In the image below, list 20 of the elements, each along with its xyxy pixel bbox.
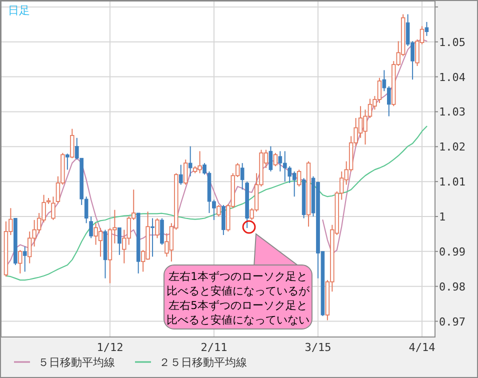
- annotation: 左右1本ずつのローソク足と: [168, 270, 308, 283]
- x-tick-label: 4/14: [408, 341, 436, 354]
- legend-label: ２５日移動平均線: [159, 356, 247, 369]
- y-tick-label: 1.03: [439, 106, 466, 119]
- annotation: 比べると安値になっていない: [166, 314, 310, 326]
- x-tick-label: 2/11: [200, 341, 228, 354]
- y-tick-label: 1: [439, 210, 446, 224]
- x-tick-label: 1/12: [96, 341, 124, 354]
- chart-title: 日足: [8, 4, 30, 17]
- y-tick-label: 1.05: [439, 36, 466, 49]
- y-tick-label: 1.02: [439, 140, 466, 154]
- legend-label: ５日移動平均線: [38, 356, 115, 369]
- y-tick-label: 0.98: [439, 280, 466, 294]
- y-tick-label: 1.04: [439, 70, 466, 84]
- x-tick-label: 3/15: [304, 341, 332, 354]
- annotation: 比べると安値になっているが: [166, 284, 310, 298]
- y-tick-label: 1.01: [439, 176, 466, 189]
- y-tick-label: 0.99: [439, 245, 466, 258]
- annotation: 左右5本ずつのローソク足と: [168, 299, 308, 312]
- y-tick-label: 0.97: [439, 315, 466, 328]
